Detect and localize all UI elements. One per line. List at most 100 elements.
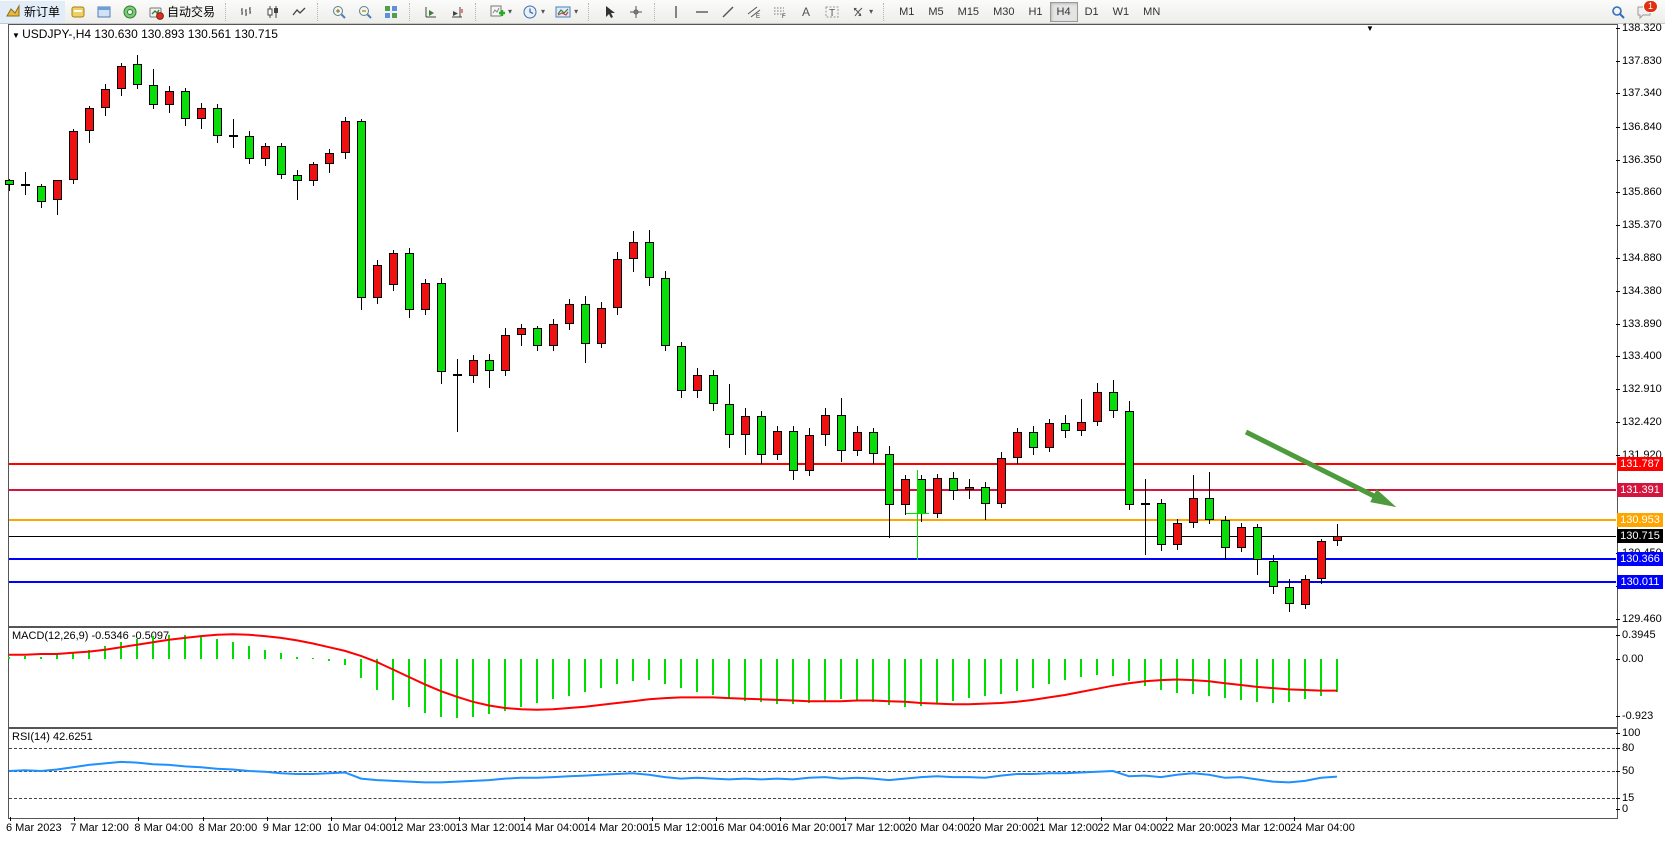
new-order-button[interactable]: 新订单: [0, 0, 66, 23]
price-tick: [1616, 192, 1620, 194]
macd-histogram-bar: [712, 659, 714, 695]
autotrade-button[interactable]: 自动交易: [143, 1, 220, 23]
new-chart-button[interactable]: ▾: [484, 1, 517, 23]
macd-histogram-bar: [632, 659, 634, 682]
dropdown-caret: ▾: [508, 7, 513, 16]
candle-body: [165, 90, 174, 105]
time-tick-label: 14 Mar 20:00: [583, 822, 649, 834]
zoom-in-button[interactable]: [326, 1, 352, 23]
horizontal-level-line[interactable]: [9, 557, 1616, 560]
price-tick: [1616, 93, 1620, 95]
macd-tick-label: -0.923: [1622, 710, 1654, 723]
candle-body: [1221, 520, 1230, 548]
trendline-tool[interactable]: [715, 1, 741, 23]
time-tick: [844, 817, 846, 821]
rsi-pane[interactable]: [8, 728, 1618, 819]
template-button[interactable]: ▾: [550, 1, 583, 23]
timeframe-w1[interactable]: W1: [1112, 5, 1130, 18]
timeframe-m15[interactable]: M15: [957, 5, 980, 18]
auto-scroll-button[interactable]: [418, 1, 444, 23]
macd-histogram-bar: [1128, 659, 1130, 681]
candle-body: [725, 404, 734, 435]
price-tick: [1616, 28, 1620, 29]
candle-body: [1269, 560, 1278, 588]
bar-chart-icon: [239, 4, 255, 20]
cursor-arrow-icon: [602, 4, 618, 20]
tile-windows-button[interactable]: [378, 1, 404, 23]
macd-histogram-bar: [136, 638, 138, 659]
crosshair-button[interactable]: [623, 1, 649, 23]
chart-shift-button[interactable]: [444, 1, 470, 23]
price-tick: [1616, 257, 1620, 259]
macd-histogram-bar: [1048, 659, 1050, 684]
price-tick-label: 134.880: [1622, 251, 1662, 264]
macd-histogram-bar: [200, 636, 202, 659]
equidistant-channel-tool[interactable]: E: [741, 1, 767, 23]
macd-histogram-bar: [568, 659, 570, 696]
candle-body: [1285, 587, 1294, 605]
time-tick-label: 16 Mar 04:00: [712, 822, 778, 834]
time-tick-label: 21 Mar 12:00: [1033, 822, 1099, 834]
timeframe-d1[interactable]: D1: [1084, 5, 1099, 18]
toolbar-separator: [475, 2, 481, 21]
line-chart-mode-button[interactable]: [286, 1, 312, 23]
candlestick-mode-button[interactable]: [260, 1, 286, 23]
text-tool[interactable]: A: [793, 1, 819, 23]
candle-body: [1253, 527, 1262, 561]
candle-wick: [297, 169, 298, 200]
macd-histogram-bar: [376, 659, 378, 690]
macd-histogram-bar: [264, 649, 266, 659]
macd-histogram-bar: [104, 646, 106, 659]
candle-body: [965, 487, 974, 490]
price-pane[interactable]: [8, 24, 1618, 627]
search-button[interactable]: [1605, 1, 1631, 23]
macd-histogram-bar: [1112, 659, 1114, 676]
macd-histogram-bar: [1304, 659, 1306, 700]
timeframe-m30[interactable]: M30: [993, 5, 1015, 18]
macd-histogram-bar: [552, 659, 554, 700]
timeframe-h1[interactable]: H1: [1028, 5, 1043, 18]
macd-histogram-bar: [1032, 659, 1034, 688]
macd-histogram-bar: [184, 635, 186, 659]
timeframe-m1[interactable]: M1: [899, 5, 915, 18]
horizontal-level-line[interactable]: [9, 518, 1616, 521]
toolbar-separator: [317, 2, 323, 21]
time-tick-label: 12 Mar 23:00: [391, 822, 457, 834]
period-button[interactable]: ▾: [517, 1, 550, 23]
macd-histogram-bar: [440, 659, 442, 717]
fibonacci-tool[interactable]: F: [767, 1, 793, 23]
time-tick-label: 9 Mar 12:00: [262, 822, 322, 834]
zoom-out-button[interactable]: [352, 1, 378, 23]
price-tick: [1616, 356, 1620, 358]
chat-bubble-icon: 1: [1636, 0, 1658, 20]
rsi-tick: [1616, 733, 1620, 734]
timeframe-mn[interactable]: MN: [1143, 5, 1161, 18]
time-tick: [1037, 817, 1039, 821]
horizontal-level-line[interactable]: [9, 489, 1616, 492]
text-label-tool[interactable]: T: [819, 1, 845, 23]
horizontal-line-tool[interactable]: [689, 1, 715, 23]
vertical-line-tool[interactable]: [663, 1, 689, 23]
horizontal-level-line[interactable]: [9, 581, 1616, 584]
cursor-button[interactable]: [597, 1, 623, 23]
sound-alert-button[interactable]: [117, 1, 143, 23]
chart-window[interactable]: ▼ USDJPY-,H4 130.630 130.893 130.561 130…: [0, 22, 1665, 841]
bar-chart-mode-button[interactable]: [234, 1, 260, 23]
rsi-label: RSI(14) 42.6251: [12, 731, 93, 743]
terminal-window-button[interactable]: [91, 1, 117, 23]
rsi-level-line: [9, 771, 1615, 772]
timeframe-m5[interactable]: M5: [928, 5, 944, 18]
candle-body: [1189, 497, 1198, 524]
candle-body: [1045, 423, 1054, 449]
price-tick-label: 132.420: [1622, 415, 1662, 428]
notifications-button[interactable]: 1: [1631, 0, 1658, 23]
market-watch-button[interactable]: [65, 1, 91, 23]
time-tick: [1165, 817, 1167, 821]
arrows-tool[interactable]: ▾: [845, 1, 878, 23]
candle-body: [133, 64, 142, 85]
chart-shift-marker[interactable]: ▼: [1366, 24, 1374, 33]
rsi-tick: [1616, 771, 1620, 772]
price-tick-label: 133.400: [1622, 350, 1662, 363]
macd-pane[interactable]: [8, 627, 1618, 728]
timeframe-h4[interactable]: H4: [1049, 1, 1078, 22]
